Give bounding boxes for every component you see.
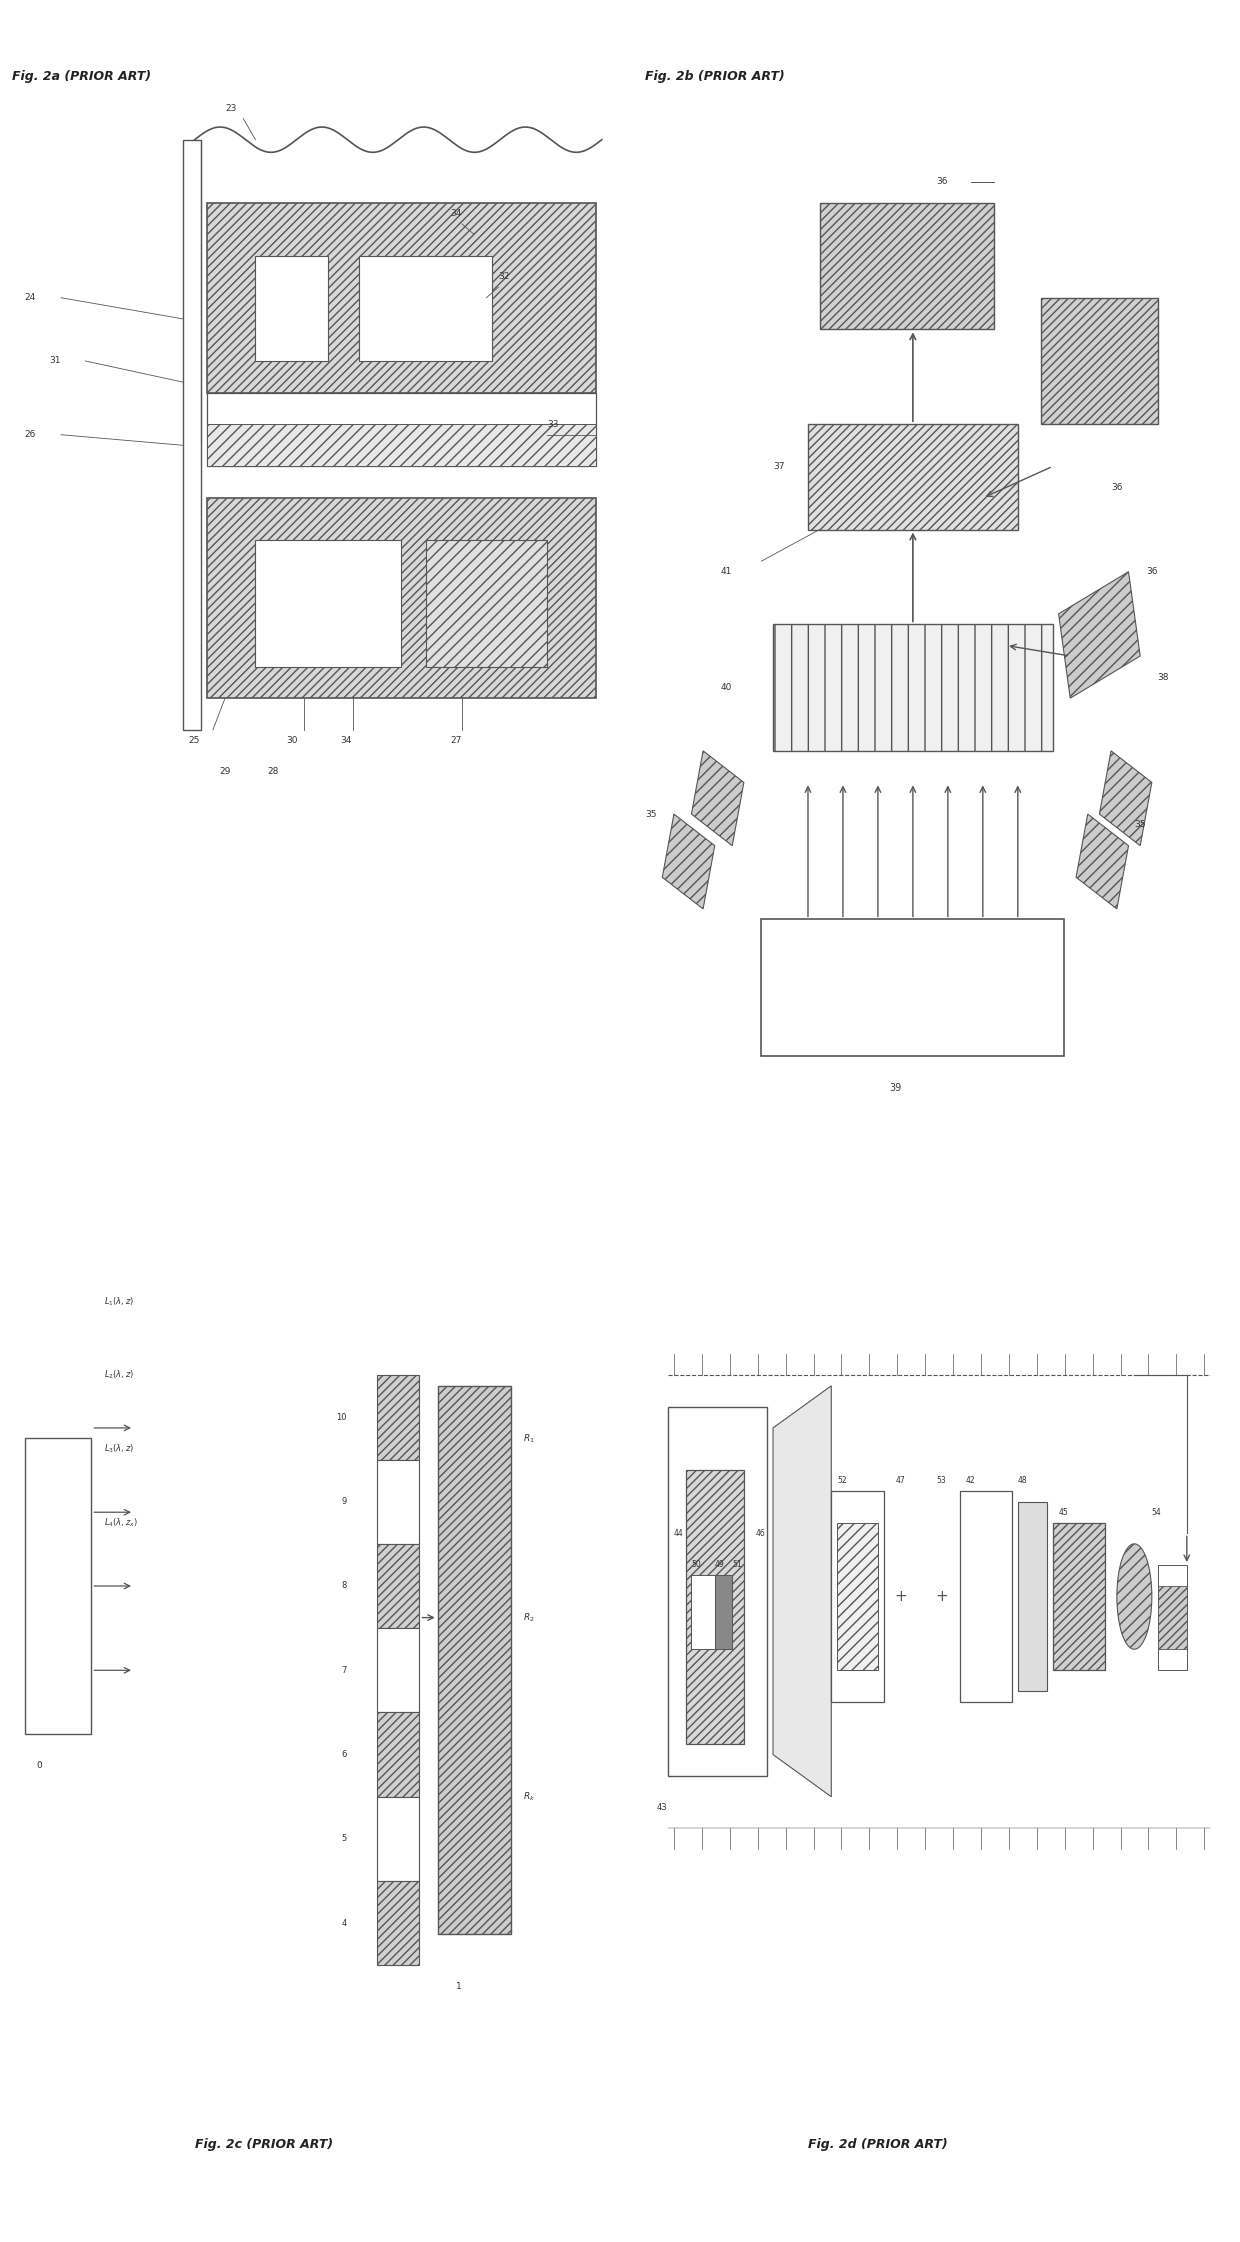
Text: $L_3(\lambda,z)$: $L_3(\lambda,z)$ — [104, 1444, 134, 1455]
Bar — [1158, 1565, 1187, 1670]
Text: 24: 24 — [25, 294, 36, 303]
Text: 49: 49 — [714, 1560, 724, 1569]
Text: 43: 43 — [656, 1803, 667, 1812]
Text: 40: 40 — [720, 684, 732, 693]
Bar — [207, 392, 595, 466]
Text: 36: 36 — [1111, 482, 1122, 491]
Text: 10: 10 — [336, 1412, 346, 1421]
Text: $L_1(\lambda,z)$: $L_1(\lambda,z)$ — [104, 1296, 134, 1307]
Text: 4: 4 — [341, 1919, 346, 1928]
Text: 35: 35 — [1135, 821, 1146, 830]
Bar — [761, 919, 1064, 1056]
Text: 42: 42 — [965, 1475, 975, 1484]
Bar — [377, 1374, 419, 1460]
Bar — [207, 204, 595, 392]
Bar — [377, 1545, 419, 1628]
Text: 31: 31 — [48, 356, 61, 365]
Text: 46: 46 — [755, 1529, 765, 1538]
Text: +: + — [936, 1590, 949, 1603]
Text: 36: 36 — [1146, 567, 1157, 576]
Text: 5: 5 — [341, 1834, 346, 1843]
Bar — [377, 1881, 419, 1966]
Text: 48: 48 — [1018, 1475, 1028, 1484]
Text: 7: 7 — [341, 1666, 346, 1675]
Bar — [377, 1796, 419, 1881]
Text: 44: 44 — [675, 1529, 683, 1538]
Bar — [425, 540, 547, 666]
Text: 32: 32 — [498, 271, 510, 280]
Text: 47: 47 — [895, 1475, 905, 1484]
Text: $L_4(\lambda,z_x)$: $L_4(\lambda,z_x)$ — [104, 1516, 138, 1529]
Text: 34: 34 — [341, 735, 352, 744]
Polygon shape — [692, 751, 744, 845]
Polygon shape — [1059, 572, 1140, 697]
Bar — [773, 626, 1053, 751]
Text: 30: 30 — [285, 735, 298, 744]
Text: 29: 29 — [219, 767, 231, 776]
Bar — [831, 1491, 884, 1702]
Bar — [182, 139, 201, 729]
Bar — [377, 1460, 419, 1545]
Text: 0: 0 — [37, 1760, 42, 1769]
Text: Fig. 2b (PRIOR ART): Fig. 2b (PRIOR ART) — [645, 70, 785, 83]
Text: 25: 25 — [188, 735, 200, 744]
Bar — [714, 1576, 733, 1650]
Text: 38: 38 — [1158, 673, 1169, 682]
Text: 36: 36 — [936, 177, 947, 186]
Text: Fig. 2c (PRIOR ART): Fig. 2c (PRIOR ART) — [195, 2139, 332, 2150]
Polygon shape — [1100, 751, 1152, 845]
Bar — [377, 1713, 419, 1796]
Bar — [837, 1522, 878, 1670]
Bar — [377, 1628, 419, 1713]
Ellipse shape — [1117, 1545, 1152, 1650]
Bar — [1042, 298, 1158, 424]
Bar — [960, 1491, 1012, 1702]
Bar — [668, 1408, 768, 1776]
Text: 23: 23 — [226, 103, 237, 112]
Text: Fig. 2a (PRIOR ART): Fig. 2a (PRIOR ART) — [12, 70, 151, 83]
Text: 37: 37 — [773, 462, 785, 471]
Text: 35: 35 — [645, 809, 656, 818]
Polygon shape — [1076, 814, 1128, 908]
Text: 51: 51 — [732, 1560, 742, 1569]
Text: 54: 54 — [1152, 1507, 1162, 1518]
Text: 27: 27 — [450, 735, 461, 744]
Text: $L_2(\lambda,z)$: $L_2(\lambda,z)$ — [104, 1370, 134, 1381]
Bar — [686, 1471, 744, 1744]
Bar — [255, 256, 329, 361]
Text: 6: 6 — [341, 1751, 346, 1760]
Text: 33: 33 — [547, 419, 558, 428]
Text: 34: 34 — [450, 209, 461, 217]
Bar — [692, 1576, 714, 1650]
Bar — [1018, 1502, 1047, 1690]
Bar — [1158, 1585, 1187, 1650]
Text: 1: 1 — [456, 1982, 461, 1991]
Bar — [808, 424, 1018, 529]
Polygon shape — [662, 814, 714, 908]
Bar — [438, 1386, 511, 1933]
Bar — [358, 256, 492, 361]
Bar — [1053, 1522, 1105, 1670]
Polygon shape — [773, 1386, 831, 1796]
Text: 28: 28 — [268, 767, 279, 776]
Text: Fig. 2d (PRIOR ART): Fig. 2d (PRIOR ART) — [808, 2139, 947, 2150]
Text: $R_2$: $R_2$ — [523, 1612, 534, 1623]
Bar — [820, 204, 994, 330]
Text: +: + — [895, 1590, 908, 1603]
Text: 53: 53 — [936, 1475, 946, 1484]
Text: $R_1$: $R_1$ — [523, 1433, 534, 1444]
Text: 52: 52 — [837, 1475, 847, 1484]
Bar — [207, 424, 595, 466]
Text: 26: 26 — [25, 430, 36, 439]
Text: 8: 8 — [341, 1581, 346, 1590]
Text: 50: 50 — [692, 1560, 701, 1569]
Bar — [207, 498, 595, 697]
Bar — [25, 1439, 92, 1733]
Text: 9: 9 — [341, 1498, 346, 1507]
Text: $R_k$: $R_k$ — [523, 1791, 534, 1803]
Bar — [255, 540, 402, 666]
Text: 39: 39 — [889, 1083, 901, 1094]
Text: 45: 45 — [1059, 1507, 1069, 1518]
Text: 41: 41 — [720, 567, 732, 576]
